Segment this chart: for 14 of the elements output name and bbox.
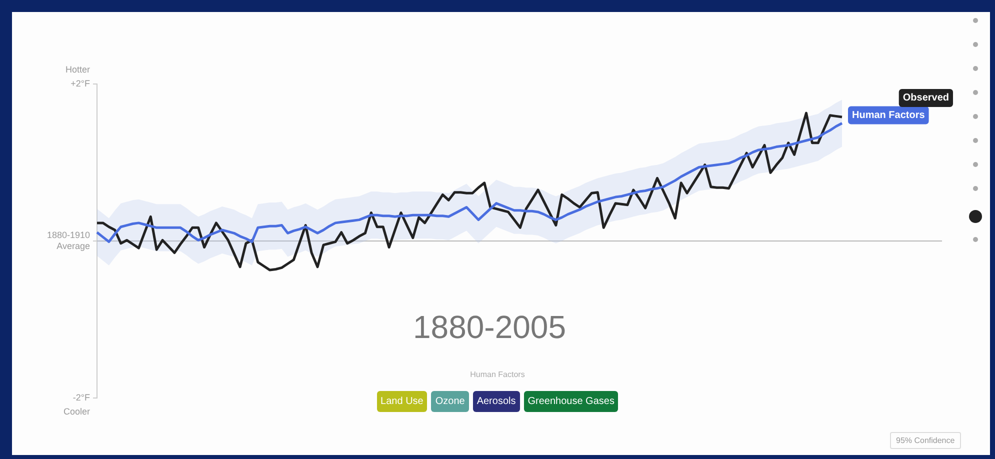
y-tick-label: +2°F [70, 78, 90, 88]
series-label: Human Factors [852, 110, 926, 121]
annotation: Ozone [431, 391, 469, 412]
annotation: Land Use [376, 391, 428, 412]
annotation: Greenhouse Gases [524, 391, 618, 412]
text: Observed [902, 92, 950, 104]
y-tick-label: -2°F [72, 392, 90, 402]
text: Hotter [65, 64, 90, 74]
annotation: Human Factors [469, 370, 526, 379]
annotation: Aerosols [472, 391, 520, 412]
y-tick-label: 1880-1910 Average [46, 230, 90, 251]
text: 1880-2005 [412, 308, 566, 345]
text: Cooler [63, 406, 90, 416]
text: 95% Confidence [890, 432, 961, 449]
